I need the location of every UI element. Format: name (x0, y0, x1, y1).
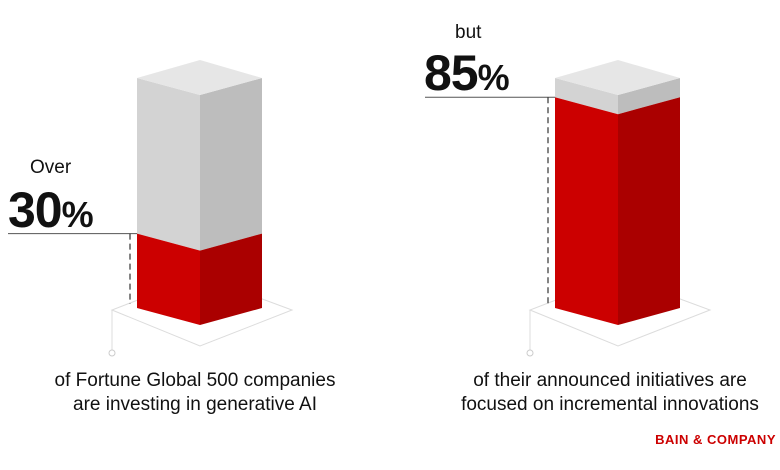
bar-1-fill-front (137, 233, 200, 325)
bar-1-unit: % (61, 194, 94, 235)
bar-2-fill-front (555, 97, 618, 325)
bar-2-top-face (555, 60, 680, 95)
bar-2-caption-line2: focused on incremental innovations (461, 394, 759, 415)
bar-1-value: 30 (8, 182, 63, 238)
bar-2-caption-line1: of their announced initiatives are (473, 370, 747, 391)
bar-1-caption-line1: of Fortune Global 500 companies (54, 370, 336, 391)
bar-1-top-face (137, 60, 262, 95)
bar-2-floor-dot (526, 349, 534, 357)
bar-1-empty-side (200, 78, 262, 251)
bar-2-prefix: but (455, 22, 482, 43)
bar-1-value-label: 30% (8, 182, 94, 238)
bar-2-value-label: 85% (424, 45, 510, 101)
bar-1-caption-line2: are investing in generative AI (73, 394, 317, 415)
bar-1-floor-dot (108, 349, 116, 357)
bar-2-empty-front (555, 78, 618, 115)
bar-2-caption: of their announced initiatives are focus… (440, 369, 780, 417)
bar-2-value: 85 (424, 45, 479, 101)
bar-2-empty-side (618, 78, 680, 115)
brand-logo: BAIN & COMPANY (655, 432, 776, 447)
bar-1-prefix: Over (30, 157, 72, 178)
bar-1-fill-side (200, 233, 262, 325)
bar-1-empty-front (137, 78, 200, 251)
bar-2-unit: % (477, 57, 510, 98)
bar-1-caption: of Fortune Global 500 companies are inve… (25, 369, 365, 417)
bar-2-fill-side (618, 97, 680, 325)
